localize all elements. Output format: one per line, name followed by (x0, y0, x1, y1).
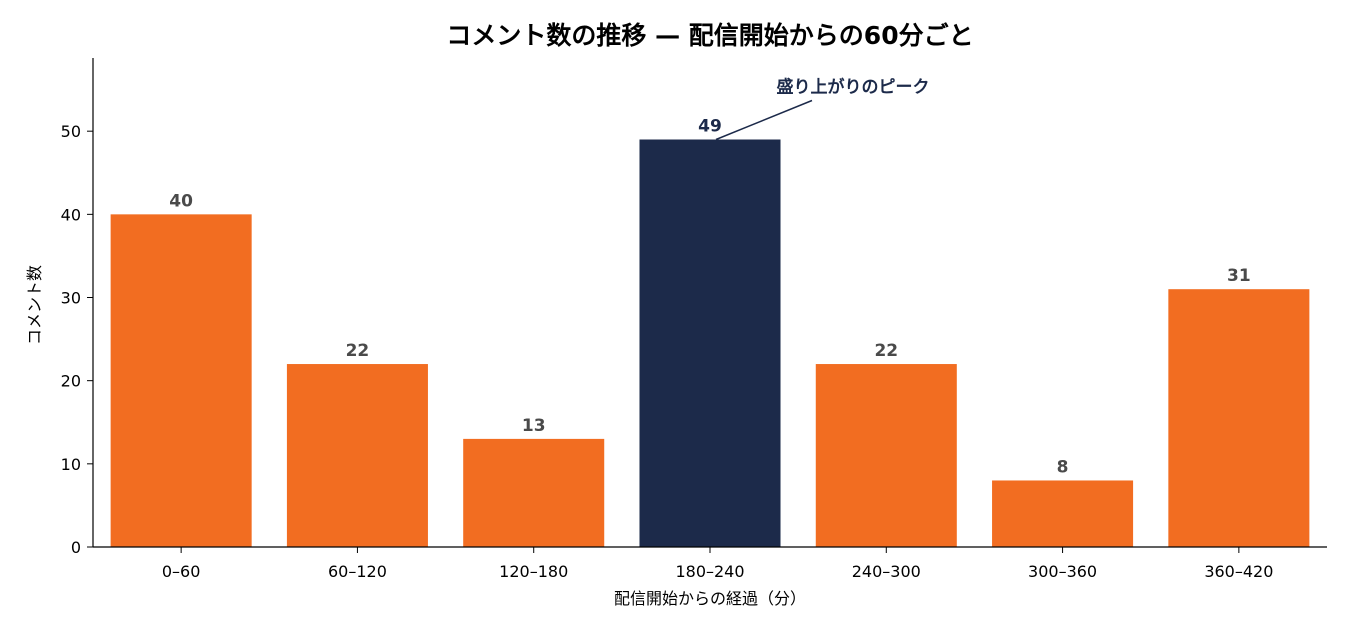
value-label: 22 (346, 341, 370, 361)
value-label: 31 (1227, 266, 1251, 286)
y-tick-label: 50 (61, 122, 81, 141)
annotation-arrow (715, 99, 813, 141)
value-label: 13 (522, 416, 546, 436)
x-axis-label: 配信開始からの経過（分） (614, 589, 806, 608)
y-tick-label: 20 (61, 372, 81, 391)
x-tick-label: 360–420 (1204, 562, 1273, 581)
x-ticks-group: 0–60 60–120 120–180 180–240 240–300 300–360 36… (162, 547, 1273, 581)
value-label: 49 (698, 117, 722, 137)
x-tick-label: 120–180 (499, 562, 568, 581)
bar-120–180 (463, 438, 605, 547)
y-ticks-group: 0 10 20 30 40 50 (61, 122, 93, 557)
y-tick-label: 0 (71, 538, 81, 557)
x-tick-label: 300–360 (1028, 562, 1097, 581)
bar-0–60 (110, 214, 252, 548)
value-labels-group: 40 22 13 49 22 8 31 (169, 117, 1250, 478)
bar-300–360 (992, 480, 1134, 547)
value-label: 40 (169, 191, 193, 211)
annotation-text: 盛り上がりのピーク (777, 77, 930, 98)
bar-60–120 (286, 364, 428, 547)
y-tick-label: 40 (61, 205, 81, 224)
y-tick-label: 10 (61, 455, 81, 474)
bar-360–420 (1168, 289, 1310, 547)
value-label: 8 (1057, 457, 1069, 477)
bar-180–240 (639, 139, 781, 547)
bars-group (110, 139, 1310, 548)
chart-title: コメント数の推移 — 配信開始からの60分ごと (446, 21, 973, 50)
value-label: 22 (874, 341, 898, 361)
bar-240–300 (815, 364, 957, 547)
y-tick-label: 30 (61, 289, 81, 308)
x-tick-label: 180–240 (675, 562, 744, 581)
x-tick-label: 240–300 (852, 562, 921, 581)
x-tick-label: 0–60 (162, 562, 201, 581)
x-tick-label: 60–120 (328, 562, 387, 581)
y-axis-label: コメント数 (25, 265, 44, 345)
